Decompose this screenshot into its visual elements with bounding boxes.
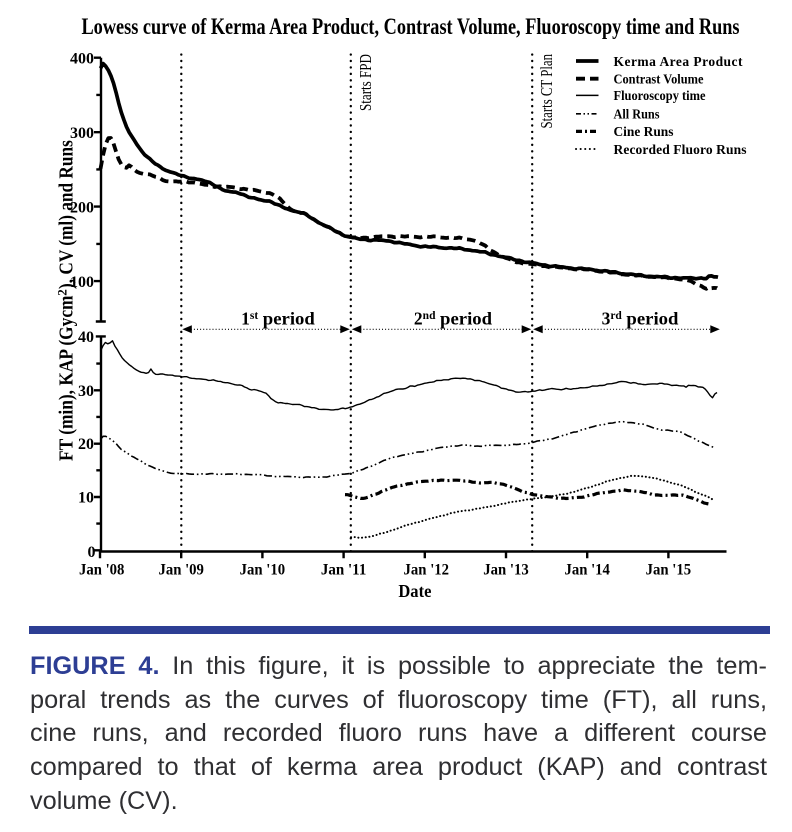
svg-text:Recorded Fluoro Runs: Recorded Fluoro Runs: [614, 142, 747, 157]
svg-text:Contrast Volume: Contrast Volume: [614, 72, 704, 87]
svg-text:period: period: [626, 309, 678, 329]
svg-text:Jan '10: Jan '10: [240, 562, 286, 579]
svg-text:2: 2: [414, 309, 423, 329]
svg-text:Starts CT Plan: Starts CT Plan: [537, 54, 556, 129]
svg-text:0: 0: [88, 544, 96, 561]
svg-text:2: 2: [54, 289, 69, 296]
svg-text:rd: rd: [610, 310, 622, 322]
svg-text:All Runs: All Runs: [614, 107, 660, 122]
svg-text:nd: nd: [423, 310, 436, 322]
svg-text:Jan '15: Jan '15: [646, 562, 692, 579]
svg-text:Jan '09: Jan '09: [158, 562, 204, 579]
svg-text:Date: Date: [398, 581, 431, 601]
svg-text:st: st: [250, 310, 258, 322]
svg-text:Kerma Area Product: Kerma Area Product: [614, 54, 744, 69]
svg-text:20: 20: [78, 436, 94, 453]
svg-text:Jan '11: Jan '11: [321, 562, 367, 579]
svg-text:Jan '13: Jan '13: [483, 562, 529, 579]
svg-text:Lowess curve of Kerma Area Pro: Lowess curve of Kerma Area Product, Cont…: [82, 14, 740, 40]
svg-text:period: period: [263, 309, 315, 329]
svg-text:300: 300: [70, 125, 94, 142]
svg-text:Starts FPD: Starts FPD: [356, 54, 375, 111]
svg-text:Jan '14: Jan '14: [564, 562, 610, 579]
svg-text:200: 200: [70, 200, 94, 217]
svg-text:Fluoroscopy time: Fluoroscopy time: [614, 88, 706, 103]
svg-text:Jan '08: Jan '08: [79, 562, 125, 579]
svg-text:1: 1: [241, 309, 250, 329]
svg-text:FT (min), KAP (Gycm: FT (min), KAP (Gycm: [56, 295, 78, 461]
svg-text:), CV (ml) and Runs: ), CV (ml) and Runs: [56, 140, 78, 289]
svg-text:100: 100: [70, 274, 94, 291]
svg-text:10: 10: [78, 490, 94, 507]
svg-text:Jan '12: Jan '12: [404, 562, 450, 579]
svg-text:3: 3: [602, 309, 611, 329]
svg-text:period: period: [440, 309, 492, 329]
svg-text:Cine Runs: Cine Runs: [614, 124, 674, 139]
svg-text:40: 40: [78, 329, 94, 346]
svg-text:400: 400: [70, 51, 94, 68]
svg-text:30: 30: [78, 383, 94, 400]
